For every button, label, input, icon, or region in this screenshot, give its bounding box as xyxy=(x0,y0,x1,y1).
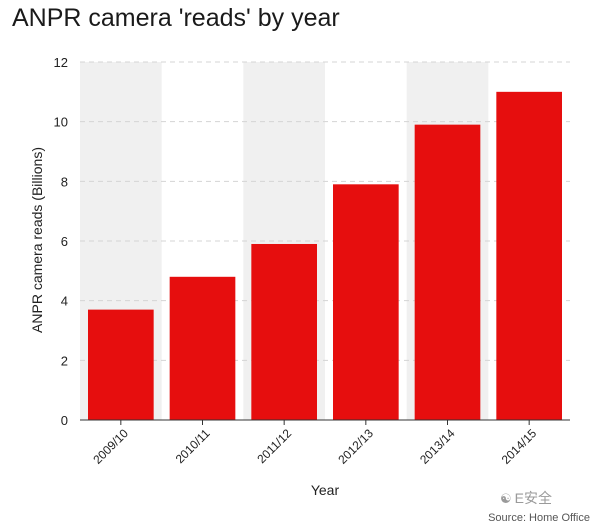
y-tick-label: 2 xyxy=(61,353,68,368)
bar xyxy=(251,243,317,420)
bars xyxy=(88,91,562,421)
gridlines xyxy=(80,61,570,361)
y-tick-label: 12 xyxy=(54,55,68,70)
bar xyxy=(169,276,236,420)
source-note: Source: Home Office xyxy=(488,512,590,524)
x-tick-label: 2013/14 xyxy=(417,426,458,467)
y-tick-label: 10 xyxy=(54,115,68,130)
y-tick-label: 0 xyxy=(61,413,68,428)
x-tick-label: 2014/15 xyxy=(499,426,540,467)
bar xyxy=(496,91,562,420)
x-tick-label: 2010/11 xyxy=(173,426,213,466)
watermark-text: E安全 xyxy=(514,490,552,506)
bar xyxy=(88,309,154,420)
x-tick-label: 2012/13 xyxy=(335,426,376,467)
watermark: ☯ E安全 xyxy=(500,488,552,508)
axes xyxy=(80,419,570,425)
wechat-icon: ☯ xyxy=(500,491,512,506)
y-tick-label: 6 xyxy=(61,234,68,249)
bar xyxy=(333,184,399,420)
chart-title: ANPR camera 'reads' by year xyxy=(12,4,340,32)
x-axis-label: Year xyxy=(311,482,340,498)
x-tick-labels: 2009/10 2010/11 2011/12 2012/13 2013/14 2014/… xyxy=(90,426,539,467)
x-tick-label: 2011/12 xyxy=(254,426,294,466)
x-tick-label: 2009/10 xyxy=(90,426,131,467)
y-axis-label: ANPR camera reads (Billions) xyxy=(29,147,45,333)
y-tick-label: 4 xyxy=(61,294,68,309)
bar xyxy=(414,124,481,421)
y-tick-labels: 0 2 4 6 8 10 12 xyxy=(54,55,68,428)
y-tick-label: 8 xyxy=(61,174,68,189)
